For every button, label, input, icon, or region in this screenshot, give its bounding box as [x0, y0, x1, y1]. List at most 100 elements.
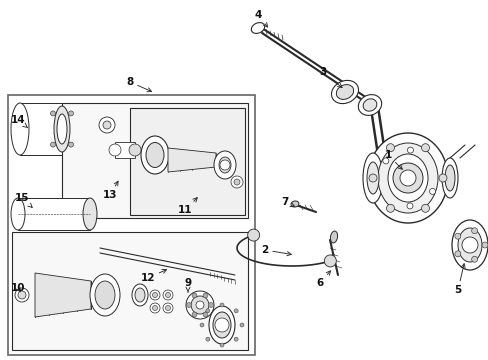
- Circle shape: [382, 158, 388, 164]
- Text: 7: 7: [281, 197, 294, 207]
- Text: 2: 2: [261, 245, 291, 256]
- Circle shape: [18, 291, 26, 299]
- Circle shape: [247, 229, 259, 241]
- Circle shape: [470, 256, 477, 262]
- Text: 8: 8: [126, 77, 151, 92]
- Text: 5: 5: [453, 264, 464, 295]
- Circle shape: [196, 301, 203, 309]
- Circle shape: [220, 343, 224, 347]
- Circle shape: [50, 111, 55, 116]
- Ellipse shape: [366, 162, 378, 194]
- Ellipse shape: [444, 165, 454, 191]
- Ellipse shape: [290, 201, 298, 207]
- Circle shape: [163, 303, 173, 313]
- Circle shape: [421, 204, 428, 212]
- Ellipse shape: [90, 274, 120, 316]
- Ellipse shape: [387, 154, 427, 202]
- Ellipse shape: [441, 158, 457, 198]
- Circle shape: [192, 293, 197, 298]
- Circle shape: [240, 323, 244, 327]
- Ellipse shape: [95, 281, 115, 309]
- Circle shape: [205, 309, 209, 313]
- Circle shape: [234, 337, 238, 341]
- Circle shape: [163, 290, 173, 300]
- Circle shape: [324, 255, 336, 267]
- Ellipse shape: [251, 23, 264, 33]
- Ellipse shape: [362, 153, 382, 203]
- Ellipse shape: [377, 143, 437, 213]
- Circle shape: [186, 302, 191, 307]
- Ellipse shape: [54, 106, 70, 152]
- Circle shape: [203, 293, 207, 298]
- Polygon shape: [62, 103, 247, 218]
- Circle shape: [392, 163, 422, 193]
- Text: 11: 11: [177, 198, 197, 215]
- Text: 3: 3: [319, 67, 342, 87]
- Circle shape: [99, 117, 115, 133]
- Polygon shape: [168, 148, 216, 172]
- Circle shape: [220, 160, 229, 170]
- Circle shape: [454, 233, 460, 239]
- Text: 15: 15: [15, 193, 32, 207]
- Circle shape: [68, 111, 73, 116]
- Circle shape: [386, 144, 394, 152]
- Circle shape: [205, 337, 209, 341]
- Circle shape: [165, 306, 170, 310]
- Ellipse shape: [208, 306, 235, 344]
- Ellipse shape: [135, 288, 145, 302]
- Circle shape: [103, 121, 111, 129]
- Text: 13: 13: [102, 181, 118, 200]
- Ellipse shape: [363, 99, 376, 111]
- Circle shape: [150, 303, 160, 313]
- Circle shape: [234, 309, 238, 313]
- Ellipse shape: [132, 284, 148, 306]
- Ellipse shape: [141, 136, 169, 174]
- Circle shape: [109, 144, 121, 156]
- Circle shape: [165, 292, 170, 297]
- Circle shape: [461, 237, 477, 253]
- Text: 14: 14: [11, 115, 28, 128]
- Circle shape: [15, 288, 29, 302]
- Polygon shape: [18, 198, 90, 230]
- Circle shape: [407, 147, 413, 153]
- Ellipse shape: [57, 114, 67, 144]
- Ellipse shape: [457, 228, 481, 262]
- Circle shape: [386, 204, 394, 212]
- Ellipse shape: [451, 220, 487, 270]
- Circle shape: [200, 323, 203, 327]
- Ellipse shape: [214, 151, 236, 179]
- Ellipse shape: [213, 312, 230, 338]
- Text: 9: 9: [184, 278, 191, 292]
- Circle shape: [368, 174, 376, 182]
- Circle shape: [454, 251, 460, 257]
- Ellipse shape: [336, 85, 353, 99]
- Circle shape: [192, 312, 197, 317]
- Circle shape: [399, 170, 415, 186]
- Ellipse shape: [83, 198, 97, 230]
- Circle shape: [215, 318, 228, 332]
- Polygon shape: [35, 273, 91, 317]
- Circle shape: [150, 290, 160, 300]
- Ellipse shape: [331, 80, 358, 104]
- Polygon shape: [12, 232, 247, 350]
- Ellipse shape: [11, 198, 25, 230]
- Circle shape: [208, 302, 213, 307]
- Circle shape: [203, 312, 207, 317]
- Circle shape: [234, 179, 240, 185]
- Circle shape: [421, 144, 428, 152]
- Circle shape: [470, 228, 477, 234]
- Text: 1: 1: [384, 150, 402, 169]
- Circle shape: [129, 144, 141, 156]
- Text: 4: 4: [254, 10, 267, 27]
- Ellipse shape: [11, 103, 29, 155]
- Circle shape: [428, 188, 435, 194]
- Ellipse shape: [219, 157, 230, 173]
- Circle shape: [481, 242, 487, 248]
- Ellipse shape: [146, 143, 163, 167]
- Polygon shape: [8, 95, 254, 355]
- Text: 6: 6: [316, 271, 330, 288]
- Circle shape: [191, 296, 208, 314]
- Circle shape: [438, 174, 446, 182]
- Circle shape: [185, 291, 214, 319]
- Circle shape: [50, 142, 55, 147]
